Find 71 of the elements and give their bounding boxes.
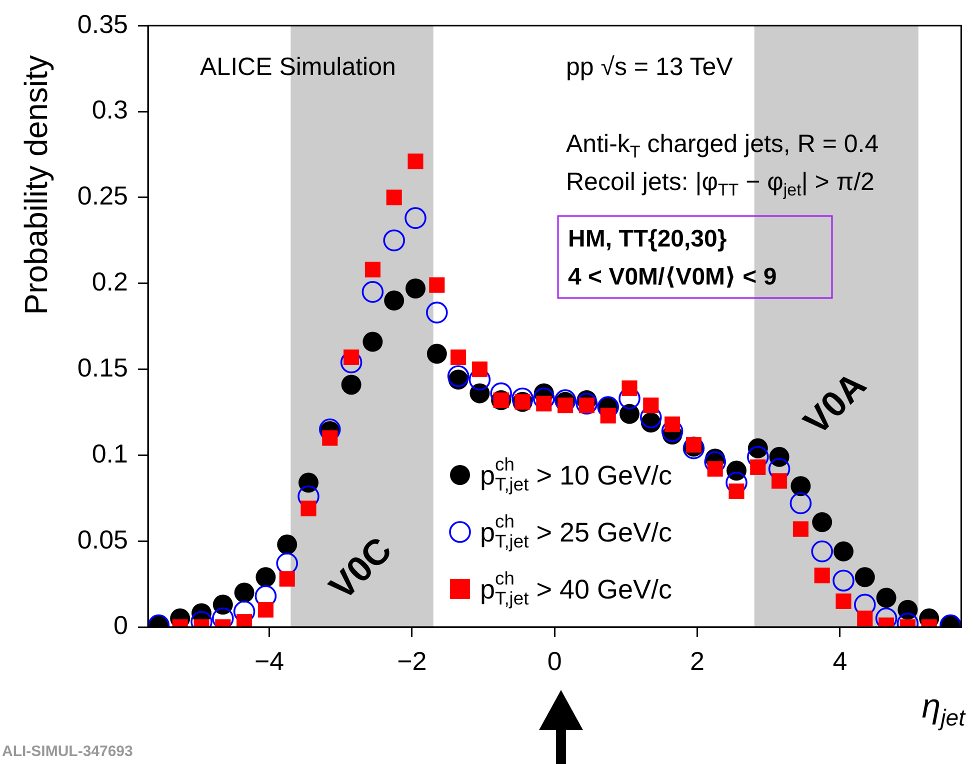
point bbox=[258, 602, 274, 618]
point bbox=[386, 190, 402, 206]
point bbox=[212, 594, 233, 615]
y-axis-title: Probability density bbox=[18, 55, 54, 315]
point bbox=[426, 344, 447, 364]
point bbox=[362, 281, 384, 303]
point bbox=[643, 398, 659, 414]
point bbox=[429, 277, 445, 293]
y-tick-label: 0.05 bbox=[77, 524, 128, 554]
point bbox=[279, 571, 295, 587]
y-tick-label: 0.1 bbox=[92, 438, 128, 468]
point bbox=[854, 567, 875, 588]
point bbox=[832, 570, 854, 592]
point bbox=[600, 408, 616, 424]
x-tick-label: 4 bbox=[832, 646, 848, 676]
x-tick-label: 0 bbox=[547, 646, 562, 676]
point bbox=[341, 374, 362, 395]
point bbox=[234, 582, 254, 603]
annotation: HM, TT{20,30} bbox=[568, 226, 727, 253]
point bbox=[876, 588, 896, 608]
point bbox=[470, 383, 490, 404]
annotation: pp √s = 13 TeV bbox=[566, 52, 734, 81]
point bbox=[322, 430, 338, 446]
point bbox=[426, 302, 448, 324]
x-tick-label: 2 bbox=[690, 646, 704, 676]
point bbox=[790, 476, 811, 496]
point bbox=[834, 541, 854, 562]
text: ALI-SIMUL-347693 bbox=[2, 743, 133, 760]
point bbox=[408, 154, 424, 170]
point bbox=[298, 472, 318, 493]
point bbox=[814, 568, 830, 584]
point bbox=[383, 229, 405, 252]
point bbox=[576, 392, 598, 415]
point bbox=[772, 473, 788, 489]
point bbox=[447, 365, 470, 388]
point bbox=[790, 492, 812, 514]
point bbox=[811, 540, 833, 562]
annotation: ALICE Simulation bbox=[200, 52, 396, 81]
y-tick-label: 0.2 bbox=[92, 266, 128, 297]
band-label: V0A bbox=[795, 364, 874, 442]
point bbox=[875, 608, 898, 627]
point bbox=[364, 262, 380, 278]
annotation: 4 < V0M/⟨V0M⟩ < 9 bbox=[568, 264, 777, 291]
point bbox=[792, 521, 808, 537]
point bbox=[836, 593, 852, 610]
y-tick-label: 0.35 bbox=[77, 8, 128, 39]
y-tick-label: 0.25 bbox=[77, 180, 128, 211]
x-tick-label: −4 bbox=[254, 646, 284, 676]
point bbox=[212, 608, 234, 627]
point bbox=[450, 349, 466, 366]
point bbox=[472, 361, 488, 378]
point bbox=[726, 460, 746, 481]
point bbox=[406, 278, 426, 298]
point bbox=[622, 380, 638, 396]
point bbox=[812, 512, 832, 532]
point bbox=[728, 483, 744, 500]
point bbox=[404, 207, 426, 229]
x-tick-label: −2 bbox=[397, 646, 427, 676]
point bbox=[707, 461, 723, 477]
point bbox=[857, 610, 873, 626]
point bbox=[750, 459, 766, 475]
point bbox=[300, 500, 316, 516]
point bbox=[256, 567, 276, 588]
point bbox=[362, 332, 383, 352]
y-tick-label: 0.15 bbox=[77, 352, 128, 382]
band-label: V0C bbox=[320, 528, 400, 608]
point bbox=[620, 404, 640, 424]
point bbox=[384, 290, 404, 311]
y-tick-label: 0.3 bbox=[92, 94, 128, 125]
y-tick-label: 0 bbox=[114, 610, 128, 640]
point bbox=[277, 534, 298, 555]
